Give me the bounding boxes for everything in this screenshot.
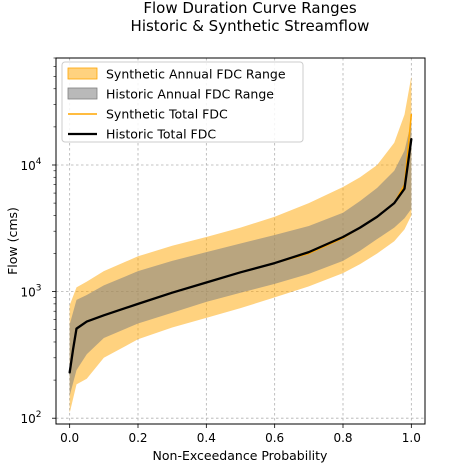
y-axis-label: Flow (cms)	[5, 207, 20, 275]
y-tick-label: 103	[20, 284, 41, 300]
x-tick-label: 0.8	[333, 431, 352, 445]
chart-title-line-1: Flow Duration Curve Ranges	[143, 0, 356, 17]
legend-swatch-1	[67, 87, 98, 100]
legend-box	[61, 61, 304, 143]
x-tick-label: 0.4	[197, 431, 216, 445]
legend-label-0: Synthetic Annual FDC Range	[106, 67, 286, 82]
y-tick-base: 10	[20, 286, 35, 300]
y-tick-label: 104	[20, 157, 41, 173]
y-tick-exponent: 4	[36, 157, 42, 167]
legend-swatch-0	[67, 67, 98, 80]
y-tick-base: 10	[20, 412, 35, 426]
legend-label-2: Synthetic Total FDC	[106, 107, 228, 122]
x-axis-ticks: 0.0 0.2 0.4 0.6 0.8 1.0	[60, 424, 421, 445]
x-tick-label: 0.2	[128, 431, 147, 445]
legend-label-3: Historic Total FDC	[106, 127, 216, 142]
x-axis-label: Non-Exceedance Probability	[153, 448, 328, 463]
plot-frame	[55, 57, 426, 425]
y-tick-base: 10	[20, 159, 35, 173]
fdc-lines	[68, 113, 413, 374]
x-tick-label: 1.0	[402, 431, 421, 445]
y-tick-exponent: 2	[36, 410, 42, 420]
x-tick-label: 0.0	[60, 431, 79, 445]
fdc-band-1	[69, 121, 412, 396]
legend: Synthetic Annual FDC Range Historic Annua…	[61, 61, 304, 143]
x-tick-label: 0.6	[265, 431, 284, 445]
chart-title-line-2: Historic & Synthetic Streamflow	[131, 17, 370, 35]
y-tick-label: 102	[20, 410, 41, 426]
legend-label-1: Historic Annual FDC Range	[106, 87, 274, 102]
y-tick-exponent: 3	[36, 284, 42, 294]
range-bands	[69, 76, 412, 413]
fdc-line-3	[68, 137, 413, 374]
